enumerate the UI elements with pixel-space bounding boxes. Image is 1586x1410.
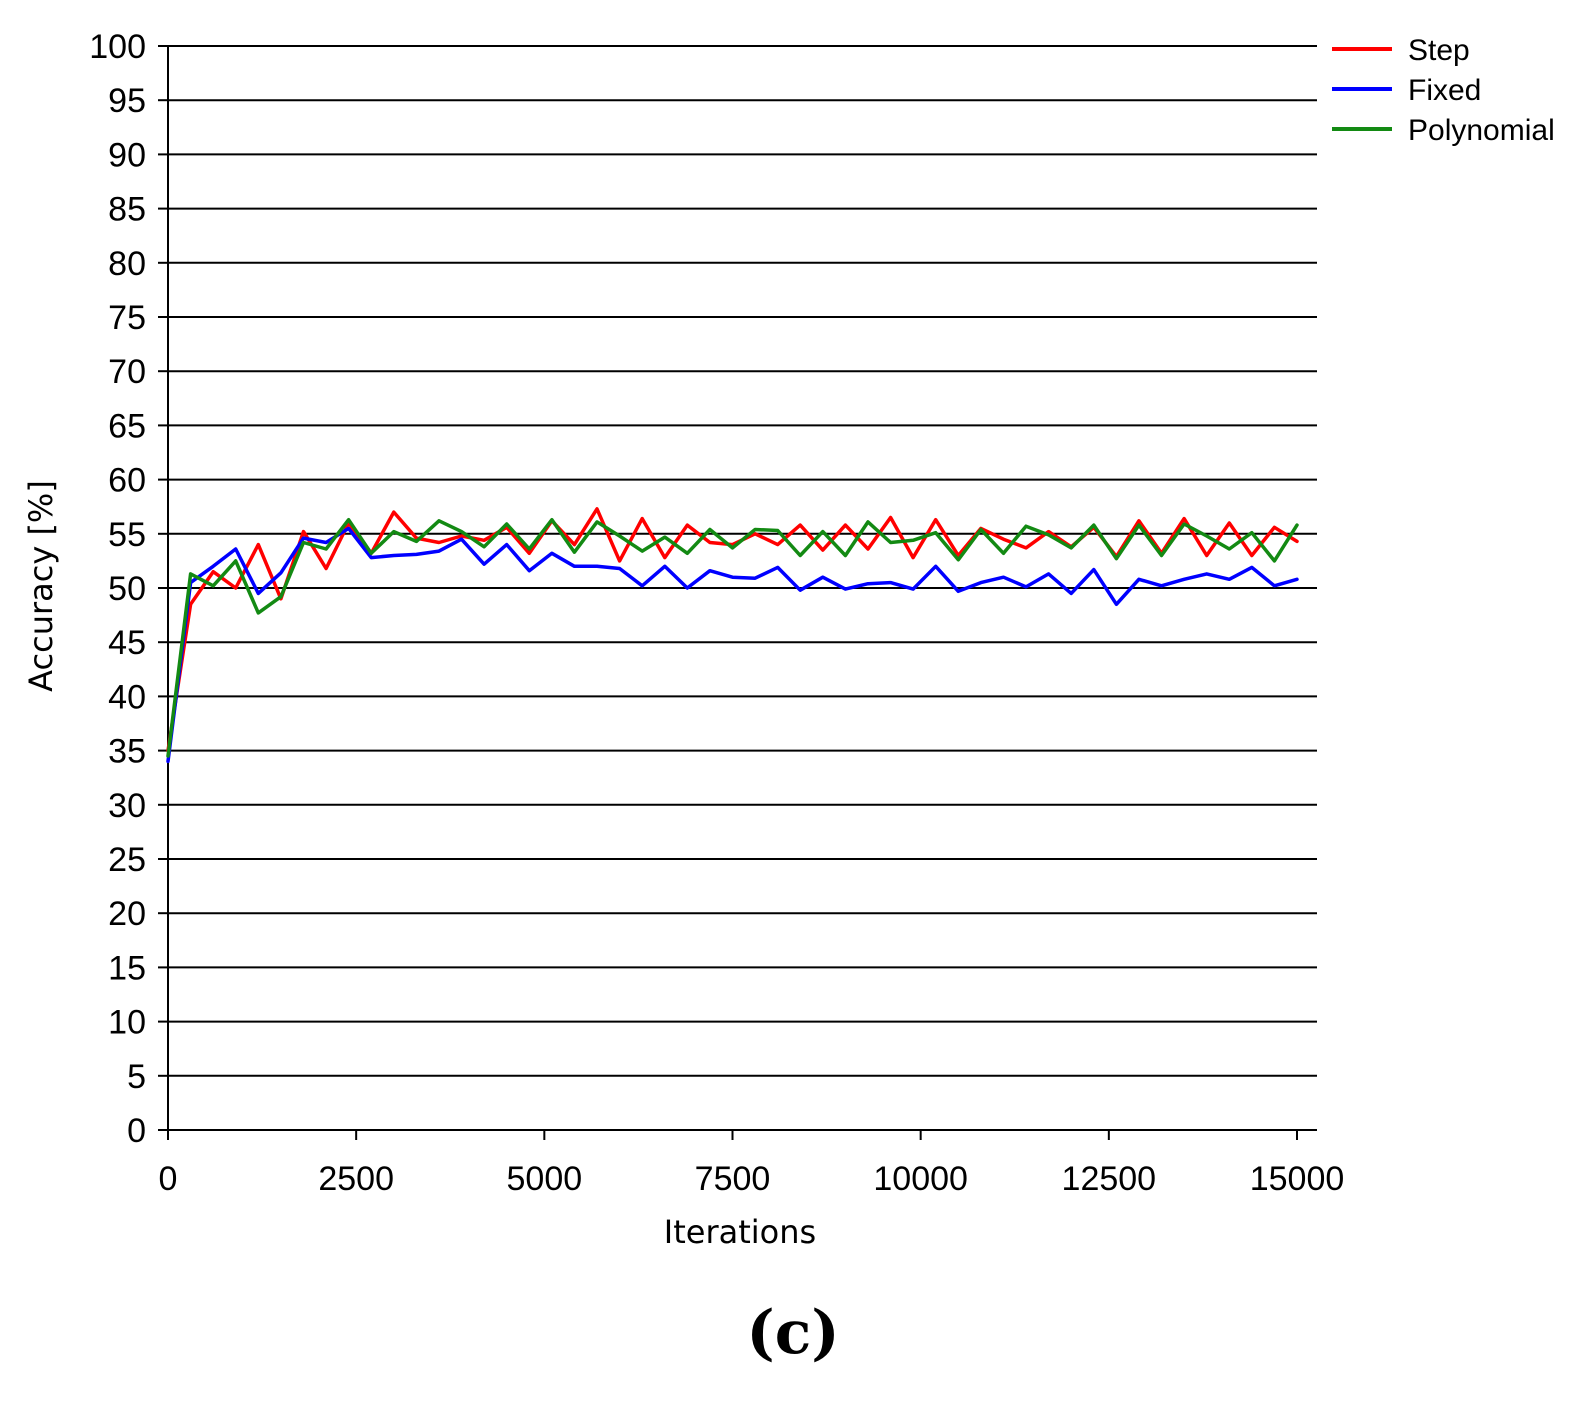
y-tick-label: 45 [108, 624, 146, 662]
y-tick-label: 90 [108, 136, 146, 174]
y-axis: 0 5 10 15 20 25 30 35 40 45 50 55 60 65 70 75 80 85 90 95 10… [89, 28, 169, 1150]
y-tick-label: 95 [108, 82, 146, 120]
y-tick-label: 55 [108, 516, 146, 554]
y-tick-label: 100 [89, 28, 146, 66]
series-line-polynomial [166, 517, 1299, 758]
legend-label-polynomial: Polynomial [1408, 114, 1555, 147]
y-tick-label: 40 [108, 678, 146, 716]
y-tick-label: 25 [108, 841, 146, 879]
y-gridlines [168, 45, 1317, 1131]
x-axis-title: Iterations [664, 1213, 816, 1251]
y-tick-label: 35 [108, 733, 146, 771]
y-tick-label: 0 [127, 1112, 146, 1150]
y-tick-label: 15 [108, 949, 146, 987]
y-tick-label: 75 [108, 299, 146, 337]
x-tick-label: 0 [159, 1160, 178, 1198]
y-tick-label: 50 [108, 570, 146, 608]
x-axis: 0 2500 5000 7500 10000 12500 15000 [159, 1130, 1345, 1198]
series-lines [166, 507, 1299, 764]
legend-label-fixed: Fixed [1408, 74, 1481, 107]
y-tick-label: 85 [108, 191, 146, 229]
y-tick-label: 70 [108, 353, 146, 391]
x-tick-label: 2500 [318, 1160, 394, 1198]
y-tick-label: 30 [108, 787, 146, 825]
panel-label: (c) [746, 1298, 840, 1368]
series-line-step [166, 507, 1299, 753]
legend: Step Fixed Polynomial [1332, 34, 1555, 147]
x-tick-label: 12500 [1062, 1160, 1157, 1198]
y-tick-label: 80 [108, 245, 146, 283]
y-tick-label: 20 [108, 895, 146, 933]
x-tick-label: 7500 [695, 1160, 771, 1198]
series-line-fixed [166, 526, 1299, 764]
y-tick-label: 60 [108, 462, 146, 500]
line-chart: 0 5 10 15 20 25 30 35 40 45 50 55 60 65 70 75 80 85 90 95 10… [22, 28, 1555, 1251]
legend-label-step: Step [1408, 34, 1470, 67]
x-tick-label: 10000 [873, 1160, 968, 1198]
y-tick-label: 65 [108, 407, 146, 445]
y-tick-label: 10 [108, 1004, 146, 1042]
y-axis-title: Accuracy [%] [22, 480, 60, 692]
y-tick-label: 5 [127, 1058, 146, 1096]
x-tick-label: 15000 [1250, 1160, 1345, 1198]
x-tick-label: 5000 [507, 1160, 583, 1198]
